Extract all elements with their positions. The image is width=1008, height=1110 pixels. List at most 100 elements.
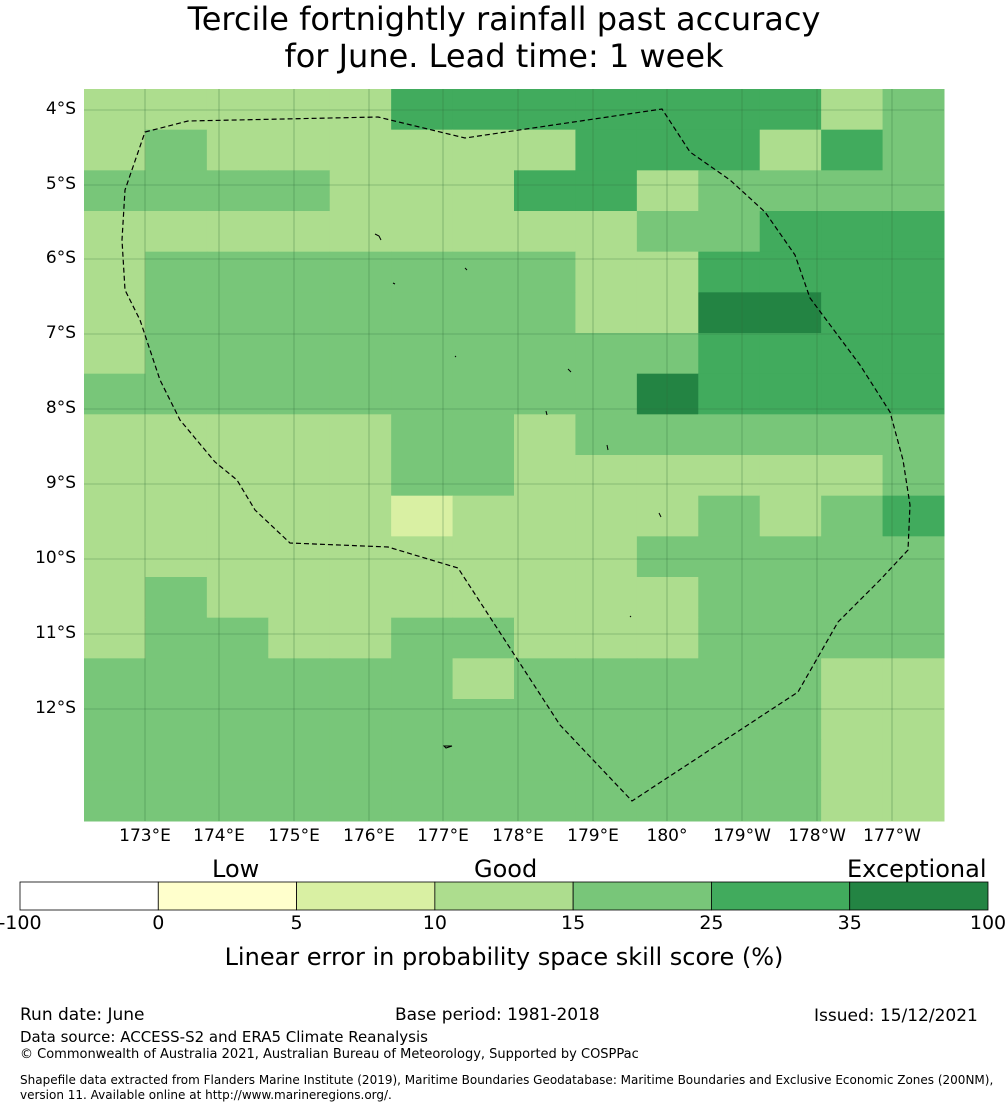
grid-cell xyxy=(575,455,638,497)
grid-cell xyxy=(636,211,699,253)
grid-cell xyxy=(759,780,822,822)
grid-cell xyxy=(882,617,945,659)
grid-cell xyxy=(145,617,208,659)
grid-cell xyxy=(636,495,699,537)
skill-grid-cells xyxy=(84,89,945,822)
grid-cell xyxy=(206,414,269,456)
longitude-label: 174°E xyxy=(193,826,245,846)
grid-cell xyxy=(145,211,208,253)
grid-cell xyxy=(391,455,454,497)
grid-cell xyxy=(882,455,945,497)
grid-cell xyxy=(145,739,208,781)
grid-cell xyxy=(821,89,884,131)
grid-cell xyxy=(84,495,146,537)
grid-cell xyxy=(268,780,331,822)
grid-cell xyxy=(514,699,576,741)
colorbar-category-exceptional: Exceptional xyxy=(847,855,987,883)
grid-cell xyxy=(821,739,884,781)
grid-cell xyxy=(636,455,699,497)
latitude-label: 12°S xyxy=(35,698,76,718)
grid-cell xyxy=(636,739,699,781)
grid-cell xyxy=(821,536,884,578)
grid-cell xyxy=(821,170,884,212)
grid-cell xyxy=(514,495,576,537)
grid-cell xyxy=(268,577,331,619)
grid-cell xyxy=(514,617,576,659)
grid-cell xyxy=(821,577,884,619)
grid-cell xyxy=(636,89,699,131)
grid-cell xyxy=(391,170,454,212)
grid-cell xyxy=(145,495,208,537)
grid-cell xyxy=(145,536,208,578)
grid-cell xyxy=(391,292,454,334)
islands xyxy=(374,233,662,749)
grid-cell xyxy=(821,780,884,822)
grid-cell xyxy=(329,536,392,578)
grid-cell xyxy=(821,699,884,741)
grid-cell xyxy=(84,373,146,415)
run-date: Run date: June xyxy=(20,1005,145,1025)
grid-cell xyxy=(514,292,576,334)
grid-cell xyxy=(636,780,699,822)
grid-cell xyxy=(514,373,576,415)
grid-cell xyxy=(84,699,146,741)
grid-cell xyxy=(514,333,576,375)
grid-cell xyxy=(636,292,699,334)
grid-cell xyxy=(329,129,392,171)
grid-cell xyxy=(84,414,146,456)
colorbar-segment xyxy=(434,881,574,911)
colorbar xyxy=(19,881,989,911)
grid-cell xyxy=(391,333,454,375)
grid-cell xyxy=(268,373,331,415)
grid-cell xyxy=(268,292,331,334)
grid-cell xyxy=(268,251,331,293)
grid-cell xyxy=(145,455,208,497)
grid-cell xyxy=(391,536,454,578)
latitude-label: 7°S xyxy=(45,323,76,343)
grid-cell xyxy=(329,89,392,131)
grid-cell xyxy=(575,414,638,456)
grid-cell xyxy=(575,211,638,253)
grid-cell xyxy=(206,333,269,375)
grid-cell xyxy=(636,577,699,619)
grid-cell xyxy=(268,455,331,497)
grid-cell xyxy=(391,577,454,619)
grid-cell xyxy=(882,170,945,212)
grid-cell xyxy=(759,170,822,212)
grid-cell xyxy=(452,455,515,497)
grid-cell xyxy=(452,739,515,781)
colorbar-category-low: Low xyxy=(212,855,260,883)
grid-cell xyxy=(821,251,884,293)
grid-cell xyxy=(84,780,146,822)
grid-cell xyxy=(759,211,822,253)
grid-cell xyxy=(698,495,761,537)
grid-cell xyxy=(145,658,208,700)
grid-cell xyxy=(636,658,699,700)
grid-cell xyxy=(575,536,638,578)
grid-cell xyxy=(698,333,761,375)
grid-cell xyxy=(206,699,269,741)
grid-cell xyxy=(698,251,761,293)
grid-cell xyxy=(759,658,822,700)
grid-cell xyxy=(84,577,146,619)
grid-cell xyxy=(452,129,515,171)
colorbar-tick-label: 10 xyxy=(422,912,447,934)
grid-cell xyxy=(84,333,146,375)
grid-cell xyxy=(84,658,146,700)
grid-cell xyxy=(206,170,269,212)
grid-cell xyxy=(636,617,699,659)
grid-cell xyxy=(452,251,515,293)
grid-cell xyxy=(882,495,945,537)
grid-cell xyxy=(575,495,638,537)
grid-cell xyxy=(329,577,392,619)
grid-cell xyxy=(452,373,515,415)
grid-cell xyxy=(882,333,945,375)
longitude-label: 173°E xyxy=(119,826,171,846)
grid-cell xyxy=(84,251,146,293)
grid-cell xyxy=(821,414,884,456)
grid-cell xyxy=(206,658,269,700)
issued-date: Issued: 15/12/2021 xyxy=(814,1006,978,1026)
latitude-label: 5°S xyxy=(45,174,76,194)
grid-cell xyxy=(514,455,576,497)
grid-cell xyxy=(575,658,638,700)
